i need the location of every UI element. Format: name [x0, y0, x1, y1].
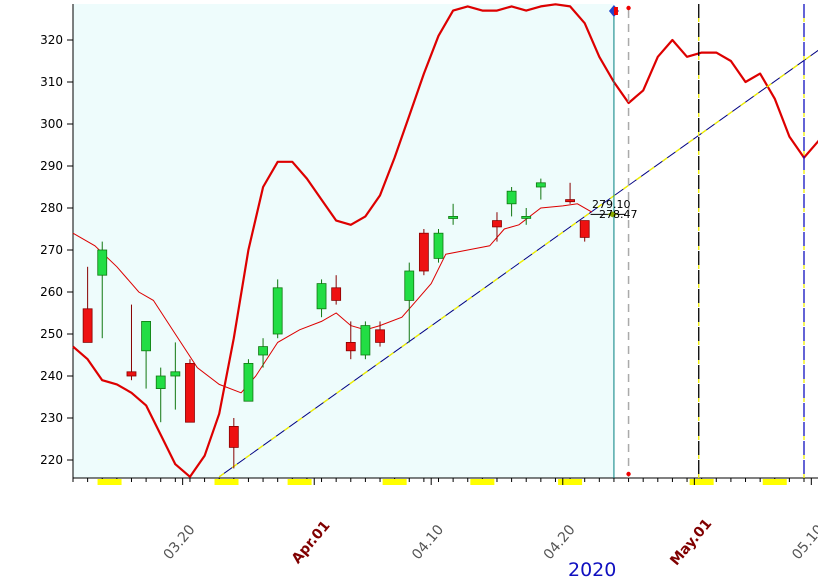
- x-tick-label: Apr.01: [289, 518, 334, 567]
- candle-body: [97, 249, 108, 276]
- x-axis-yellow-mark: [470, 479, 495, 485]
- y-tick-label: 230: [40, 411, 63, 425]
- cycle-curve-line: [72, 3, 818, 478]
- candle-up: [316, 279, 327, 318]
- candle-body: [360, 325, 371, 356]
- candle-down: [126, 304, 137, 381]
- x-tick-label: 04.20: [541, 522, 579, 563]
- candle-up: [521, 208, 532, 225]
- last-price-high-label: 279.10: [592, 198, 631, 211]
- candle-body: [579, 220, 590, 238]
- y-axis: 220 230 240 250 260 270 280 290 300 310 320: [40, 4, 74, 478]
- trendline-base: [218, 49, 818, 478]
- projection-bottom-dot: [626, 471, 631, 477]
- projection-top-dot: [626, 5, 631, 11]
- y-tick-label: 220: [40, 453, 63, 467]
- x-axis-yellow-mark: [287, 479, 312, 485]
- x-tick-label: 03.20: [161, 522, 199, 563]
- y-tick-label: 300: [40, 117, 63, 131]
- cycle-curve: [72, 3, 818, 478]
- candle-up: [448, 203, 459, 225]
- candle-body: [418, 232, 429, 272]
- y-tick-label: 290: [40, 159, 63, 173]
- x-tick-label: 04.10: [409, 522, 447, 563]
- candle-down: [492, 212, 502, 242]
- last-price-arrow: [607, 211, 618, 218]
- candle-body: [258, 346, 268, 356]
- y-tick-label: 310: [40, 75, 63, 89]
- y-tick-label: 240: [40, 369, 63, 383]
- candle-body: [82, 308, 93, 343]
- candle-down: [579, 220, 590, 242]
- plot-background: [73, 4, 614, 478]
- trendline: [218, 49, 818, 478]
- candle-body: [506, 190, 517, 205]
- candle-body: [345, 341, 356, 352]
- vertical-markers: [608, 4, 805, 478]
- candle-body: [565, 199, 575, 203]
- candle-body: [272, 287, 283, 335]
- candle-body: [535, 182, 546, 188]
- candle-up: [97, 241, 108, 339]
- candle-body: [492, 220, 502, 228]
- candle-up: [141, 320, 152, 389]
- candle-up: [258, 338, 268, 368]
- x-axis-yellow-mark: [762, 479, 787, 485]
- candle-up: [360, 321, 371, 360]
- candle-body: [126, 371, 137, 377]
- candle-down: [418, 229, 429, 276]
- candle-up: [404, 262, 415, 343]
- candle-body: [521, 215, 532, 219]
- candle-up: [535, 178, 546, 200]
- year-label: 2020: [568, 559, 616, 581]
- candle-body: [404, 270, 415, 301]
- candle-up: [272, 279, 283, 339]
- candle-down: [565, 182, 575, 204]
- candle-body: [243, 362, 254, 402]
- candle-down: [375, 321, 385, 347]
- candle-body: [331, 287, 342, 301]
- candle-up: [433, 229, 444, 263]
- candle-body: [185, 362, 195, 423]
- x-axis-yellow-mark: [97, 479, 122, 485]
- candle-body: [228, 425, 239, 448]
- candle-up: [243, 359, 254, 402]
- candle-body: [375, 329, 385, 343]
- candle-body: [141, 320, 152, 352]
- candle-down: [345, 321, 356, 360]
- price-labels: 279.10 278.47: [592, 198, 638, 221]
- x-tick-label: 05.10: [789, 522, 818, 563]
- y-tick-label: 270: [40, 243, 63, 257]
- candle-down: [82, 266, 93, 343]
- cursor-red-marker: [613, 7, 618, 15]
- y-tick-label: 250: [40, 327, 63, 341]
- candle-up: [506, 187, 517, 217]
- x-axis-yellow-mark: [382, 479, 407, 485]
- x-axis: 03.20 Apr.01 04.10 04.20 May.01 05.10: [72, 477, 818, 569]
- candle-up: [170, 342, 181, 410]
- x-tick-label: May.01: [667, 516, 715, 569]
- shaded-region: [73, 4, 614, 478]
- last-price-low-label: 278.47: [599, 208, 638, 221]
- candles: [82, 178, 590, 469]
- y-tick-label: 280: [40, 201, 63, 215]
- candle-down: [185, 359, 195, 423]
- x-axis-yellow-mark: [214, 479, 239, 485]
- candle-body: [155, 375, 166, 390]
- x-axis-yellow-mark: [558, 479, 583, 485]
- candle-body: [170, 371, 181, 377]
- candle-down: [228, 418, 239, 469]
- candle-body: [316, 283, 327, 310]
- y-tick-label: 320: [40, 33, 63, 47]
- candle-down: [331, 275, 342, 305]
- candle-up: [155, 367, 166, 423]
- y-tick-label: 260: [40, 285, 63, 299]
- candle-body: [448, 215, 459, 219]
- candle-body: [433, 232, 444, 259]
- x-axis-yellow-mark: [689, 479, 714, 485]
